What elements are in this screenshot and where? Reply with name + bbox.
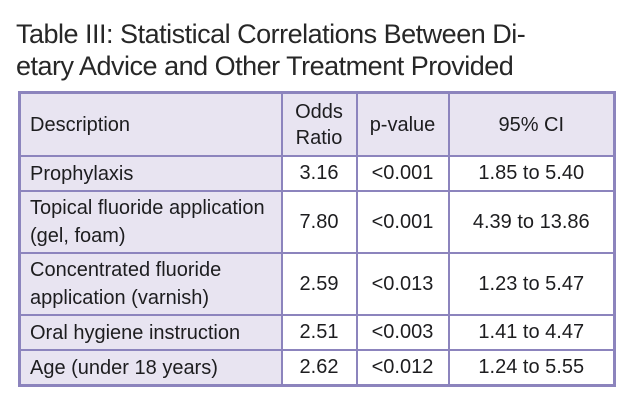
row-p-value: <0.001 bbox=[355, 155, 450, 192]
row-p-value: <0.003 bbox=[355, 314, 450, 351]
row-description: Topical fluoride application (gel, foam) bbox=[18, 190, 283, 254]
table-row: Topical fluoride application (gel, foam)… bbox=[18, 190, 616, 254]
table-row: Concentrated fluoride application (varni… bbox=[18, 252, 616, 316]
table-row: Age (under 18 years) 2.62 <0.012 1.24 to… bbox=[18, 349, 616, 387]
row-odds-ratio: 7.80 bbox=[280, 190, 358, 254]
row-odds-ratio: 2.62 bbox=[280, 349, 358, 387]
table-title-line-1: Table III: Statistical Correlations Betw… bbox=[16, 19, 526, 49]
table-row: Oral hygiene instruction 2.51 <0.003 1.4… bbox=[18, 314, 616, 351]
correlations-table: Description Odds Ratio p-value 95% CI Pr… bbox=[18, 91, 616, 387]
header-ci: 95% CI bbox=[447, 91, 616, 157]
row-odds-ratio: 3.16 bbox=[280, 155, 358, 192]
row-p-value: <0.001 bbox=[355, 190, 450, 254]
row-description: Prophylaxis bbox=[18, 155, 283, 192]
header-description: Description bbox=[18, 91, 283, 157]
row-ci: 1.41 to 4.47 bbox=[447, 314, 616, 351]
row-description: Concentrated fluoride application (varni… bbox=[18, 252, 283, 316]
header-odds-ratio: Odds Ratio bbox=[280, 91, 358, 157]
row-description: Oral hygiene instruction bbox=[18, 314, 283, 351]
row-p-value: <0.013 bbox=[355, 252, 450, 316]
row-description: Age (under 18 years) bbox=[18, 349, 283, 387]
row-p-value: <0.012 bbox=[355, 349, 450, 387]
row-ci: 1.23 to 5.47 bbox=[447, 252, 616, 316]
row-odds-ratio: 2.59 bbox=[280, 252, 358, 316]
table-row: Prophylaxis 3.16 <0.001 1.85 to 5.40 bbox=[18, 155, 616, 192]
header-p-value: p-value bbox=[355, 91, 450, 157]
row-ci: 1.24 to 5.55 bbox=[447, 349, 616, 387]
row-ci: 4.39 to 13.86 bbox=[447, 190, 616, 254]
table-title-line-2: etary Advice and Other Treatment Provide… bbox=[16, 51, 514, 81]
table-title: Table III: Statistical Correlations Betw… bbox=[16, 18, 626, 82]
table-header-row: Description Odds Ratio p-value 95% CI bbox=[18, 91, 616, 157]
row-ci: 1.85 to 5.40 bbox=[447, 155, 616, 192]
row-odds-ratio: 2.51 bbox=[280, 314, 358, 351]
